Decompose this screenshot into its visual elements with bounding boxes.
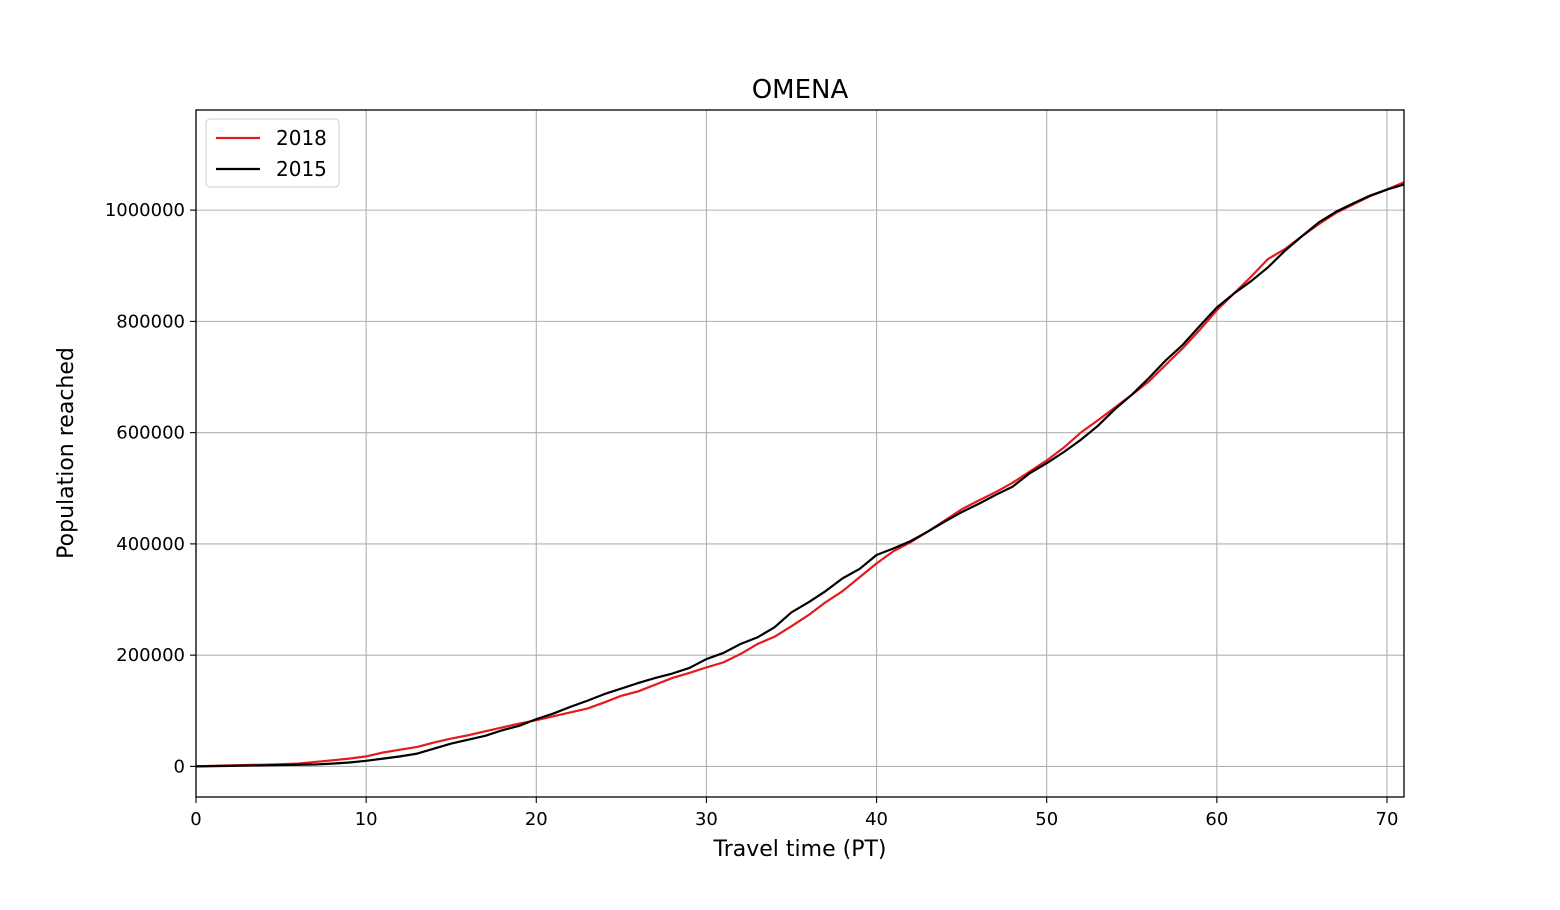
grid <box>195 110 1404 797</box>
y-tick-label: 200000 <box>116 645 185 666</box>
x-tick-label: 20 <box>525 809 548 830</box>
y-tick-label: 0 <box>174 756 185 777</box>
ticks: 0 10 20 30 40 50 60 70 0 200000 400000 600000 800000… <box>105 200 1399 830</box>
y-tick-label: 400000 <box>116 534 185 555</box>
y-tick-label: 1000000 <box>105 200 185 221</box>
x-tick-label: 0 <box>190 809 201 830</box>
series-line-2018 <box>196 181 1404 768</box>
x-tick-label: 30 <box>695 809 718 830</box>
x-tick-label: 10 <box>355 809 378 830</box>
chart-title: OMENA <box>752 75 849 105</box>
legend-label: 2015 <box>276 157 327 181</box>
series-lines <box>196 181 1404 768</box>
x-tick-label: 40 <box>865 809 888 830</box>
plot-frame <box>195 109 1405 798</box>
legend: 2018 2015 <box>205 118 340 188</box>
x-tick-label: 70 <box>1376 809 1399 830</box>
x-axis-label: Travel time (PT) <box>713 837 887 862</box>
y-axis-label: Population reached <box>54 347 79 559</box>
x-tick-label: 50 <box>1035 809 1058 830</box>
series-line-2015 <box>196 183 1404 768</box>
legend-label: 2018 <box>276 126 327 150</box>
y-tick-label: 600000 <box>116 423 185 444</box>
y-tick-label: 800000 <box>116 311 185 332</box>
x-tick-label: 60 <box>1205 809 1228 830</box>
